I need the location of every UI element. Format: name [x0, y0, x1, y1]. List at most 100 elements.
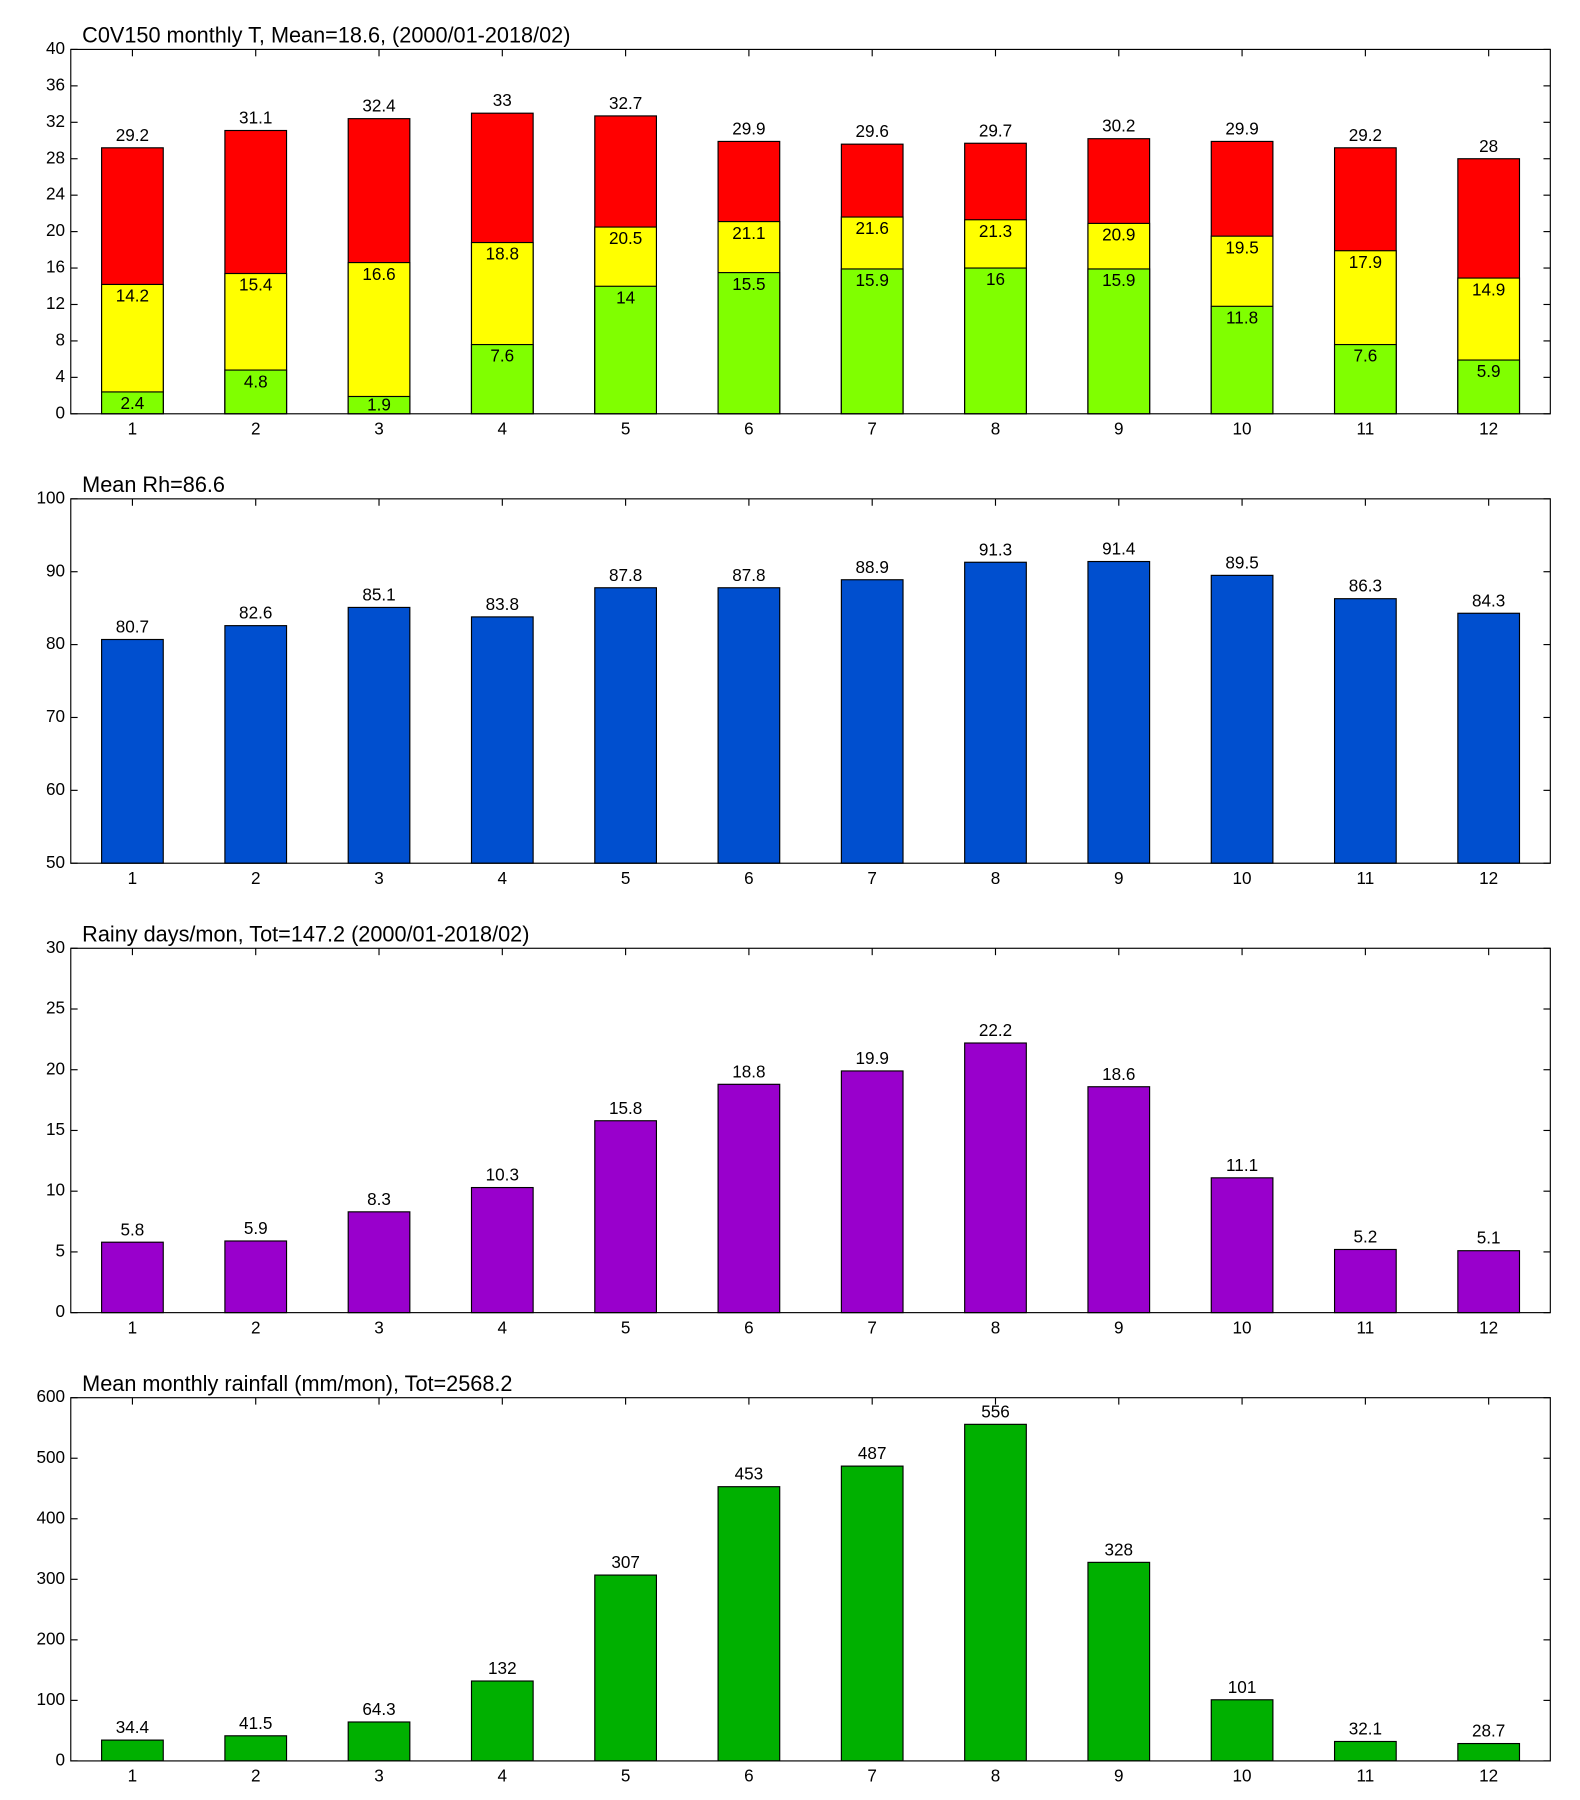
value-label: 10.3 — [486, 1165, 519, 1185]
y-tick-label: 4 — [56, 366, 66, 386]
y-tick-label: 300 — [37, 1568, 66, 1588]
y-tick-label: 15 — [46, 1119, 65, 1139]
x-tick-label: 9 — [1114, 868, 1124, 888]
bar — [840, 1070, 904, 1314]
x-tick-label: 5 — [621, 418, 631, 438]
y-tick-label: 40 — [46, 38, 65, 58]
value-label: 15.5 — [732, 274, 765, 294]
value-label: 34.4 — [116, 1717, 150, 1737]
bar — [840, 268, 904, 415]
y-tick-label: 70 — [46, 706, 65, 726]
value-label: 7.6 — [1353, 346, 1377, 366]
value-label: 16 — [986, 269, 1005, 289]
value-label: 91.4 — [1102, 539, 1136, 559]
bar — [347, 1721, 411, 1762]
y-tick-label: 30 — [46, 937, 65, 957]
x-tick-label: 9 — [1114, 1317, 1124, 1337]
value-label: 29.9 — [732, 118, 765, 138]
x-tick-label: 7 — [867, 1317, 877, 1337]
y-tick-label: 90 — [46, 560, 65, 580]
value-label: 21.1 — [732, 223, 765, 243]
value-label: 64.3 — [362, 1699, 395, 1719]
value-label: 18.8 — [732, 1061, 765, 1081]
value-label: 32.4 — [362, 96, 396, 116]
x-tick-label: 12 — [1479, 1766, 1498, 1786]
bar — [347, 606, 411, 864]
value-label: 5.1 — [1477, 1228, 1501, 1248]
bar — [347, 262, 411, 415]
value-label: 20.9 — [1102, 225, 1135, 245]
value-label: 29.9 — [1225, 118, 1258, 138]
x-tick-label: 6 — [744, 1317, 754, 1337]
value-label: 15.8 — [609, 1098, 642, 1118]
value-label: 41.5 — [239, 1713, 272, 1733]
bar — [594, 1120, 658, 1314]
x-tick-label: 1 — [128, 1317, 138, 1337]
y-tick-label: 80 — [46, 633, 65, 653]
x-tick-label: 6 — [744, 418, 754, 438]
bar — [1457, 1250, 1521, 1314]
bar — [1210, 1177, 1274, 1314]
bar — [840, 579, 904, 864]
value-label: 21.3 — [979, 221, 1012, 241]
value-label: 84.3 — [1472, 590, 1505, 610]
bar — [594, 285, 658, 415]
x-tick-label: 4 — [498, 418, 508, 438]
x-tick-label: 3 — [374, 1766, 384, 1786]
value-label: 29.6 — [856, 121, 889, 141]
bar — [101, 1241, 164, 1314]
y-tick-label: 100 — [37, 487, 66, 507]
value-label: 87.8 — [609, 565, 642, 585]
x-tick-label: 1 — [128, 418, 138, 438]
value-label: 28.7 — [1472, 1721, 1505, 1741]
bar — [1457, 359, 1521, 415]
value-label: 7.6 — [490, 346, 514, 366]
bar — [964, 267, 1027, 415]
chart-title: Rainy days/mon, Tot=147.2 (2000/01-2018/… — [82, 921, 529, 946]
x-tick-label: 7 — [867, 868, 877, 888]
x-tick-label: 2 — [251, 418, 261, 438]
value-label: 14.2 — [116, 286, 149, 306]
chart-title: C0V150 monthly T, Mean=18.6, (2000/01-20… — [82, 22, 570, 47]
y-tick-label: 20 — [46, 220, 65, 240]
x-tick-label: 10 — [1233, 868, 1252, 888]
value-label: 29.2 — [1349, 125, 1382, 145]
y-tick-label: 28 — [46, 147, 65, 167]
bar — [101, 638, 164, 864]
y-tick-label: 8 — [56, 329, 66, 349]
value-label: 30.2 — [1102, 116, 1135, 136]
y-tick-label: 5 — [56, 1240, 66, 1260]
value-label: 28 — [1479, 136, 1498, 156]
y-tick-label: 10 — [46, 1180, 65, 1200]
bar — [1087, 560, 1151, 864]
bar — [101, 1739, 164, 1762]
bar — [964, 1423, 1027, 1762]
bar — [964, 561, 1027, 864]
value-label: 15.9 — [1102, 270, 1135, 290]
x-tick-label: 4 — [498, 1317, 508, 1337]
value-label: 15.9 — [856, 270, 889, 290]
x-tick-label: 2 — [251, 1317, 261, 1337]
value-label: 132 — [488, 1658, 517, 1678]
x-tick-label: 12 — [1479, 1317, 1498, 1337]
x-tick-label: 8 — [991, 418, 1001, 438]
y-tick-label: 24 — [46, 184, 65, 204]
value-label: 16.6 — [362, 264, 395, 284]
x-tick-label: 6 — [744, 1766, 754, 1786]
bar — [1333, 1740, 1397, 1762]
axes-box — [70, 1397, 1551, 1762]
bar — [470, 616, 534, 864]
y-tick-label: 50 — [46, 852, 65, 872]
y-tick-label: 200 — [37, 1628, 66, 1648]
value-label: 88.9 — [856, 557, 889, 577]
value-label: 8.3 — [367, 1189, 391, 1209]
axes-box — [70, 947, 1551, 1314]
x-tick-label: 8 — [991, 1766, 1001, 1786]
value-label: 89.5 — [1225, 552, 1258, 572]
bar — [717, 587, 781, 864]
value-label: 2.4 — [121, 393, 145, 413]
bar — [964, 1042, 1027, 1314]
chart-title: Mean monthly rainfall (mm/mon), Tot=2568… — [82, 1371, 512, 1396]
bar — [470, 343, 534, 415]
